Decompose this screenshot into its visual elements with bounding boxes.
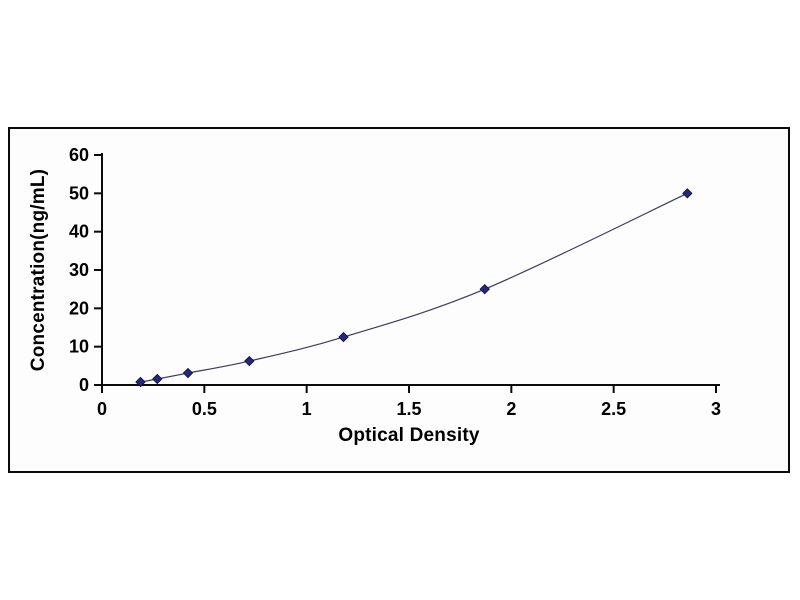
y-tick-label: 40	[69, 222, 89, 242]
y-tick-label: 50	[69, 183, 89, 203]
y-tick-label: 30	[69, 260, 89, 280]
x-tick-label: 0	[97, 399, 107, 419]
data-point-marker	[479, 283, 490, 295]
data-point-marker	[338, 331, 349, 343]
data-point-marker	[244, 355, 255, 367]
curve-line	[140, 192, 688, 383]
x-tick-label: 3	[711, 399, 721, 419]
y-tick-label: 60	[69, 145, 89, 165]
data-point-marker	[152, 373, 163, 385]
x-tick-label: 1	[302, 399, 312, 419]
x-axis-title: Optical Density	[338, 425, 480, 446]
x-tick-label: 2.5	[601, 399, 626, 419]
data-point-marker	[135, 376, 146, 388]
standard-curve-plot: 0 10 20 30 40 50 60 0 0.5 1 1.5 2 2.5 3	[69, 145, 721, 419]
chart-frame: 0 10 20 30 40 50 60 0 0.5 1 1.5 2 2.5 3 Concentration…	[8, 127, 790, 473]
data-point-marker	[182, 367, 194, 379]
y-tick-label: 0	[79, 375, 89, 395]
y-axis-title: Concentration(ng/mL)	[28, 168, 49, 372]
x-tick-label: 1.5	[396, 399, 421, 419]
y-tick-label: 20	[69, 298, 89, 318]
data-point-marker	[682, 188, 693, 199]
x-tick-label: 0.5	[192, 399, 217, 419]
x-tick-label: 2	[506, 399, 516, 419]
y-tick-label: 10	[69, 337, 89, 357]
